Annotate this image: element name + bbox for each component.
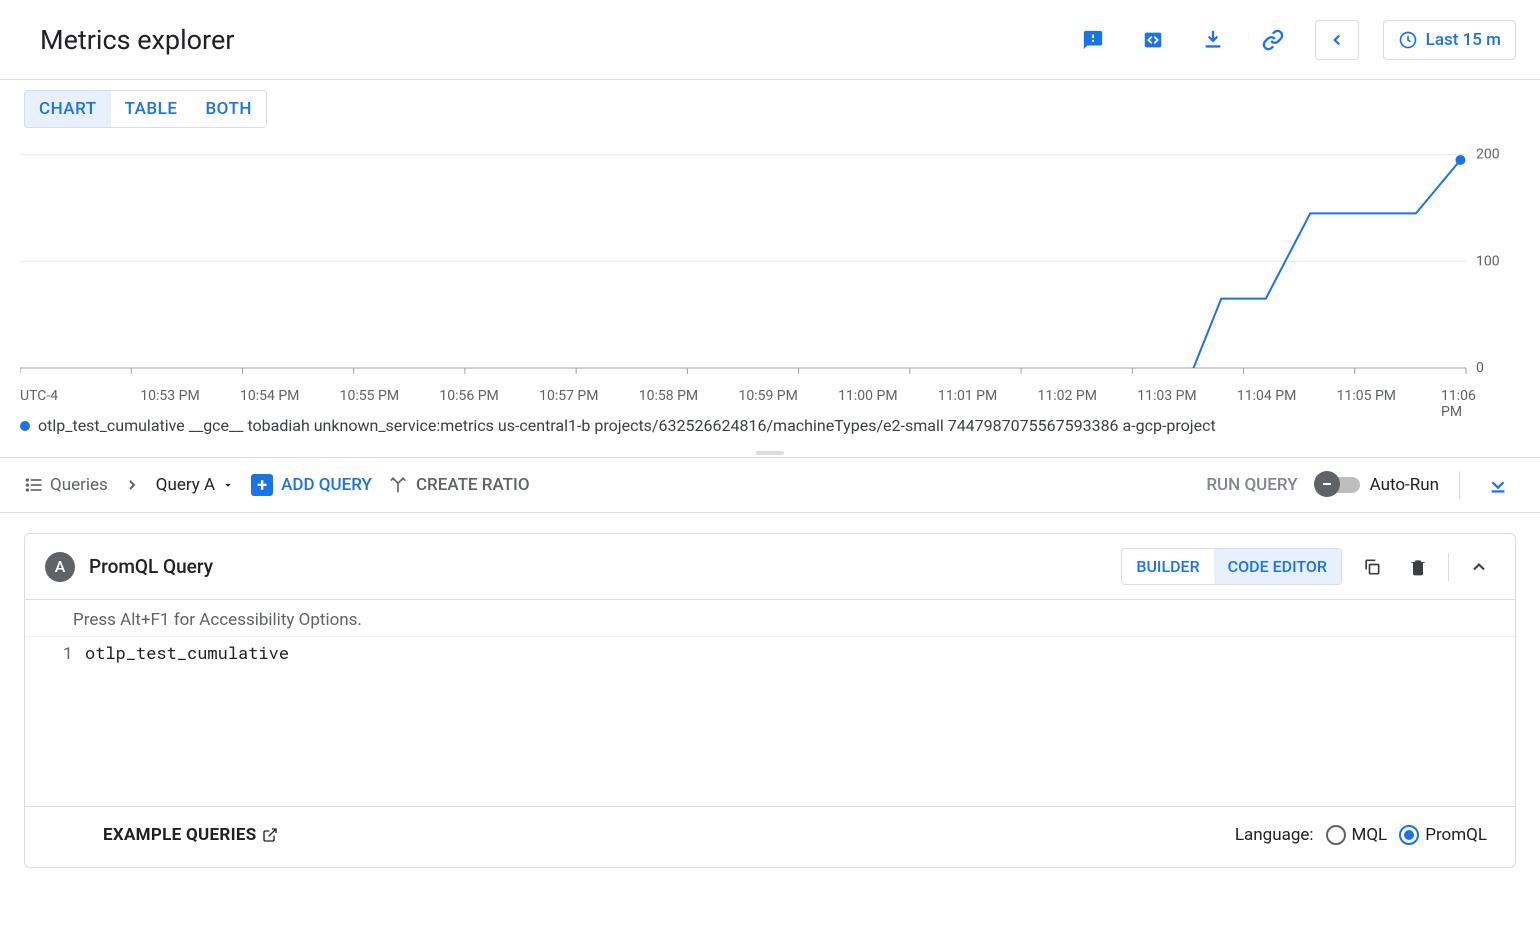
divider	[1459, 471, 1460, 499]
svg-text:200: 200	[1476, 147, 1500, 163]
example-queries-button[interactable]: EXAMPLE QUERIES	[103, 825, 278, 845]
editor-mode-toggle: BUILDER CODE EDITOR	[1121, 548, 1342, 585]
page-title: Metrics explorer	[40, 24, 234, 56]
code-editor[interactable]: 1 otlp_test_cumulative	[25, 636, 1515, 806]
header: Metrics explorer Last 15 m	[0, 0, 1540, 80]
x-tick-label: 10:55 PM	[340, 388, 399, 404]
radio-mql[interactable]: MQL	[1326, 825, 1388, 845]
tab-table[interactable]: TABLE	[111, 91, 192, 127]
collapse-icon[interactable]	[1463, 551, 1495, 583]
x-tick-label: 10:54 PM	[240, 388, 299, 404]
divider	[1448, 553, 1449, 581]
language-label: Language:	[1235, 825, 1314, 845]
svg-text:100: 100	[1476, 253, 1500, 269]
add-query-button[interactable]: + ADD QUERY	[251, 474, 372, 496]
language-picker: Language: MQL PromQL	[1235, 825, 1487, 845]
dropdown-icon	[221, 478, 235, 492]
plus-icon: +	[251, 474, 273, 496]
svg-text:0: 0	[1476, 360, 1484, 376]
x-tick-label: 10:57 PM	[539, 388, 598, 404]
query-card-footer: EXAMPLE QUERIES Language: MQL PromQL	[25, 806, 1515, 867]
chevron-right-icon	[124, 477, 140, 493]
list-icon	[24, 475, 44, 495]
query-toolbar: Queries Query A + ADD QUERY CREATE RATIO…	[0, 457, 1540, 513]
x-tick-label: 10:59 PM	[738, 388, 797, 404]
collapse-all-icon[interactable]	[1480, 467, 1516, 503]
tab-both[interactable]: BOTH	[191, 91, 265, 127]
x-axis-labels: UTC-4 10:53 PM 10:54 PM 10:55 PM 10:56 PM 10:…	[20, 388, 1516, 408]
time-range-label: Last 15 m	[1426, 30, 1501, 50]
code-icon[interactable]	[1135, 22, 1171, 58]
builder-mode[interactable]: BUILDER	[1122, 549, 1213, 584]
download-icon[interactable]	[1195, 22, 1231, 58]
x-tick-label: 11:01 PM	[938, 388, 997, 404]
run-query-button[interactable]: RUN QUERY	[1206, 475, 1297, 495]
merge-icon	[388, 475, 408, 495]
queries-breadcrumb[interactable]: Queries	[24, 475, 108, 495]
create-ratio-button[interactable]: CREATE RATIO	[388, 475, 530, 495]
query-badge: A	[45, 552, 75, 582]
x-tick-label: 10:58 PM	[639, 388, 698, 404]
x-tick-label: 11:00 PM	[838, 388, 897, 404]
radio-promql[interactable]: PromQL	[1399, 825, 1487, 845]
x-tick-label: 11:05 PM	[1337, 388, 1396, 404]
code-editor-mode[interactable]: CODE EDITOR	[1214, 549, 1341, 584]
copy-icon[interactable]	[1356, 551, 1388, 583]
x-tick-label: 11:04 PM	[1237, 388, 1296, 404]
query-card-header: A PromQL Query BUILDER CODE EDITOR	[25, 534, 1515, 600]
link-icon[interactable]	[1255, 22, 1291, 58]
view-tabs: CHART TABLE BOTH	[0, 80, 1540, 128]
x-tick-label: 11:03 PM	[1137, 388, 1196, 404]
x-tick-label: 10:56 PM	[439, 388, 498, 404]
time-range-button[interactable]: Last 15 m	[1383, 20, 1516, 60]
drag-handle[interactable]	[0, 449, 1540, 457]
timezone-label: UTC-4	[20, 388, 58, 404]
main: CHART TABLE BOTH 0100200 UTC-410:53 PM10…	[0, 80, 1540, 868]
query-card: A PromQL Query BUILDER CODE EDITOR	[24, 533, 1516, 868]
tab-chart[interactable]: CHART	[25, 91, 111, 127]
header-actions: Last 15 m	[1075, 20, 1516, 60]
query-selector[interactable]: Query A	[156, 475, 235, 495]
line-number: 1	[55, 637, 85, 806]
delete-icon[interactable]	[1402, 551, 1434, 583]
feedback-icon[interactable]	[1075, 22, 1111, 58]
auto-run-label: Auto-Run	[1370, 475, 1439, 495]
code-content[interactable]: otlp_test_cumulative	[85, 637, 1495, 806]
x-tick-label: 10:53 PM	[140, 388, 199, 404]
legend-text: otlp_test_cumulative __gce__ tobadiah un…	[38, 416, 1216, 435]
accessibility-hint: Press Alt+F1 for Accessibility Options.	[25, 600, 1515, 636]
legend-marker	[20, 421, 30, 431]
x-tick-label: 11:02 PM	[1038, 388, 1097, 404]
minus-icon	[1319, 476, 1335, 492]
clock-icon	[1398, 30, 1418, 50]
time-prev-button[interactable]	[1315, 20, 1359, 60]
external-link-icon	[262, 827, 278, 843]
chart: 0 100 200	[20, 128, 1516, 388]
query-title: PromQL Query	[89, 555, 213, 578]
x-tick-label: 11:06 PM	[1441, 388, 1491, 420]
auto-run-toggle[interactable]: Auto-Run	[1318, 475, 1439, 495]
legend: otlp_test_cumulative __gce__ tobadiah un…	[0, 408, 1540, 449]
